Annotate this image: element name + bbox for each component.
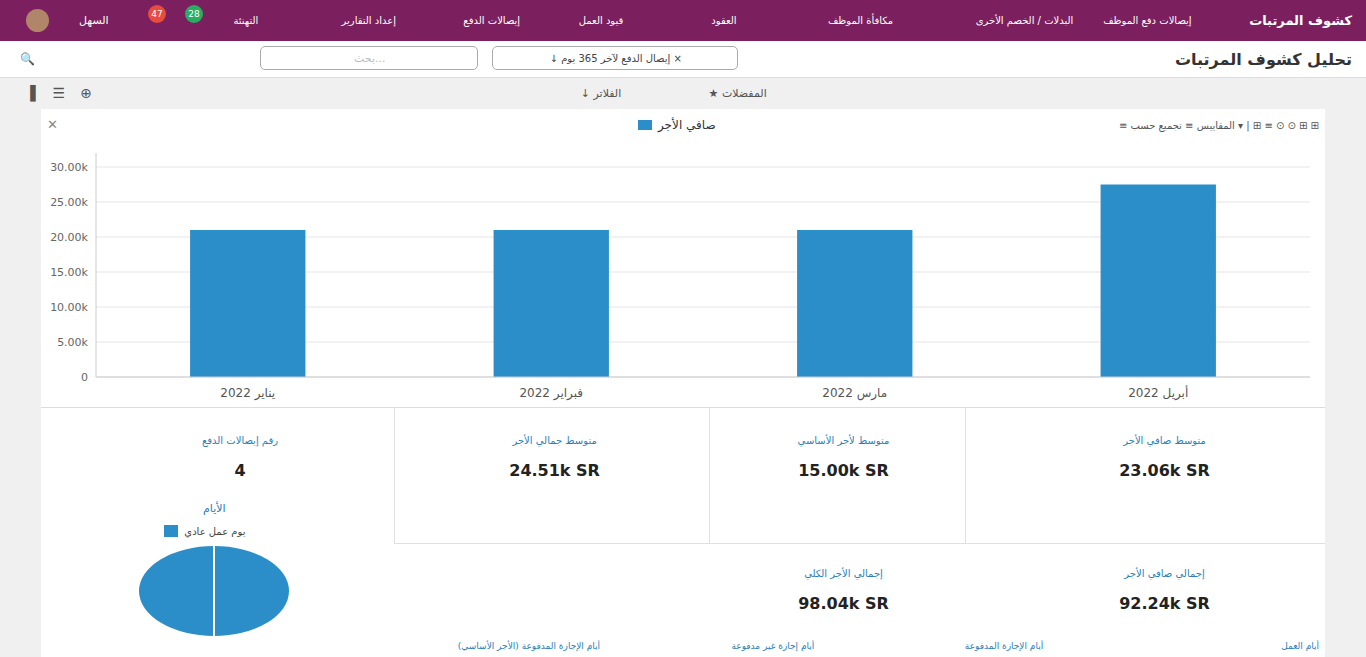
nav-link[interactable]: قيود العمل bbox=[579, 15, 624, 26]
pie-divider bbox=[213, 546, 215, 636]
days-category-label: أيام الإجازة المدفوعة (الأجر الأساسي) bbox=[458, 641, 600, 651]
search-icon[interactable]: 🔍 bbox=[20, 52, 35, 66]
nav-link[interactable]: إيصالات دفع الموظف bbox=[1103, 15, 1191, 26]
legend-label: صافي الأجر bbox=[657, 117, 716, 133]
badge: 28 bbox=[185, 5, 203, 23]
avatar bbox=[26, 9, 49, 32]
y-tick-label: 10.00k bbox=[50, 301, 88, 314]
pie-placeholder bbox=[139, 546, 289, 636]
badge-count: 28 bbox=[188, 9, 199, 19]
bar bbox=[190, 230, 305, 377]
days-category-label: أيام إجازة غير مدفوعة bbox=[731, 641, 814, 651]
divider bbox=[394, 408, 395, 543]
y-axis: 0 5.00k 10.00k 15.00k 20.00k 25.00k 30.00k bbox=[50, 153, 1310, 384]
metric-value: 23.06k SR bbox=[1119, 461, 1210, 480]
metric-label: متوسط صافي الأجر bbox=[1123, 435, 1206, 446]
x-axis-line bbox=[96, 377, 1310, 378]
workday-label: يوم عمل عادي bbox=[184, 526, 245, 537]
bar bbox=[494, 230, 609, 377]
nav-bar: كشوف المرتبات إيصالات دفع الموظف البدلات /… bbox=[0, 0, 1366, 41]
stats-panel: متوسط صافي الأجر 23.06k SR متوسط لأجر الأس… bbox=[41, 407, 1325, 657]
tab-bar: ▐ ☰ ⊕ ↓ الفلاتر ★ المفضلات bbox=[0, 77, 1366, 109]
legend-swatch bbox=[638, 120, 652, 130]
x-tick-label: أبريل 2022 bbox=[1128, 385, 1188, 401]
y-tick-label: 15.00k bbox=[50, 266, 88, 279]
metric-label: متوسط جمالي الأجر bbox=[512, 435, 596, 446]
y-tick-label: 5.00k bbox=[57, 336, 88, 349]
x-tick-label: يناير 2022 bbox=[220, 386, 275, 401]
bar bbox=[797, 230, 912, 377]
filter-button[interactable]: ↓ الفلاتر bbox=[581, 87, 621, 100]
days-category-label: أيام الإجازة المدفوعة bbox=[965, 641, 1043, 651]
chart-panel: ✕ ≡ المقاييس ≡ تجميع حسب ▾ | ⊞ ≡ ⊙ ⊙ ⊞ ⊞ ص… bbox=[41, 109, 1325, 407]
search-placeholder: بحث... bbox=[354, 52, 385, 65]
nav-link[interactable]: البدلات / الخصم الأخرى bbox=[976, 15, 1074, 26]
metric-label: إجمالي الأجر الكلي bbox=[804, 568, 883, 579]
badge-count: 47 bbox=[151, 9, 162, 19]
days-label: الأيام bbox=[203, 502, 226, 515]
favorites-button[interactable]: ★ المفضلات bbox=[709, 87, 767, 100]
bar-chart: ✕ ≡ المقاييس ≡ تجميع حسب ▾ | ⊞ ≡ ⊙ ⊙ ⊞ ⊞ ص… bbox=[41, 109, 1325, 407]
filter-bar: تحليل كشوف المرتبات 🔍 بحث... ↓ إيصال الدفع … bbox=[0, 41, 1366, 77]
metric-label: رقم إيصالات الدفع bbox=[202, 435, 278, 446]
metric-value: 15.00k SR bbox=[798, 461, 889, 480]
y-tick-label: 30.00k bbox=[50, 161, 88, 174]
filter-pill[interactable]: ↓ إيصال الدفع لآخر 365 يوم × bbox=[492, 46, 738, 70]
nav-link[interactable]: إيصالات الدفع bbox=[463, 15, 520, 26]
y-tick-label: 0 bbox=[81, 371, 88, 384]
user-name: السهل bbox=[79, 14, 109, 27]
grid-line bbox=[96, 377, 1310, 378]
tab-icon[interactable]: ☰ bbox=[52, 85, 65, 101]
toolbar[interactable]: ≡ المقاييس ≡ تجميع حسب ▾ | ⊞ ≡ ⊙ ⊙ ⊞ ⊞ bbox=[1119, 120, 1319, 132]
nav-link[interactable]: التهنئة bbox=[233, 15, 258, 26]
chart-title: تحليل كشوف المرتبات bbox=[1175, 50, 1352, 69]
filter-text: ↓ إيصال الدفع لآخر 365 يوم × bbox=[550, 53, 682, 64]
y-tick-label: 20.00k bbox=[50, 231, 88, 244]
nav-link[interactable]: مكافأة الموظف bbox=[828, 15, 893, 26]
nav-link[interactable]: العقود bbox=[711, 15, 736, 26]
divider bbox=[965, 408, 966, 543]
metric-label: متوسط لأجر الأساسي bbox=[798, 435, 890, 446]
bars bbox=[190, 185, 1216, 378]
x-axis: يناير 2022 فبراير 2022 مارس 2022 أبريل 2022 bbox=[96, 377, 1310, 401]
nav-link[interactable]: إعداد التقارير bbox=[342, 15, 396, 26]
grid-line bbox=[96, 167, 1310, 168]
divider bbox=[394, 543, 1325, 544]
divider bbox=[709, 408, 710, 543]
tab-icon[interactable]: ⊕ bbox=[80, 85, 92, 101]
close-icon[interactable]: ✕ bbox=[47, 117, 58, 132]
metric-value: 98.04k SR bbox=[798, 594, 889, 613]
nav-title: كشوف المرتبات bbox=[1249, 13, 1352, 28]
badge: 47 bbox=[148, 5, 166, 23]
x-tick-label: فبراير 2022 bbox=[519, 386, 583, 401]
metric-value: 4 bbox=[234, 461, 245, 480]
days-category-label: أيام العمل bbox=[1281, 641, 1319, 651]
x-tick-label: مارس 2022 bbox=[822, 386, 887, 401]
y-tick-label: 25.00k bbox=[50, 196, 88, 209]
bar bbox=[1101, 185, 1216, 378]
tab-icon[interactable]: ▐ bbox=[25, 85, 36, 101]
metric-value: 92.24k SR bbox=[1119, 594, 1210, 613]
y-axis-line bbox=[96, 153, 97, 377]
metric-label: إجمالي صافي الأجر bbox=[1124, 568, 1204, 579]
workday-swatch bbox=[164, 525, 178, 537]
metric-value: 24.51k SR bbox=[509, 461, 600, 480]
legend: صافي الأجر bbox=[638, 117, 716, 133]
search-box[interactable]: بحث... bbox=[260, 46, 479, 70]
